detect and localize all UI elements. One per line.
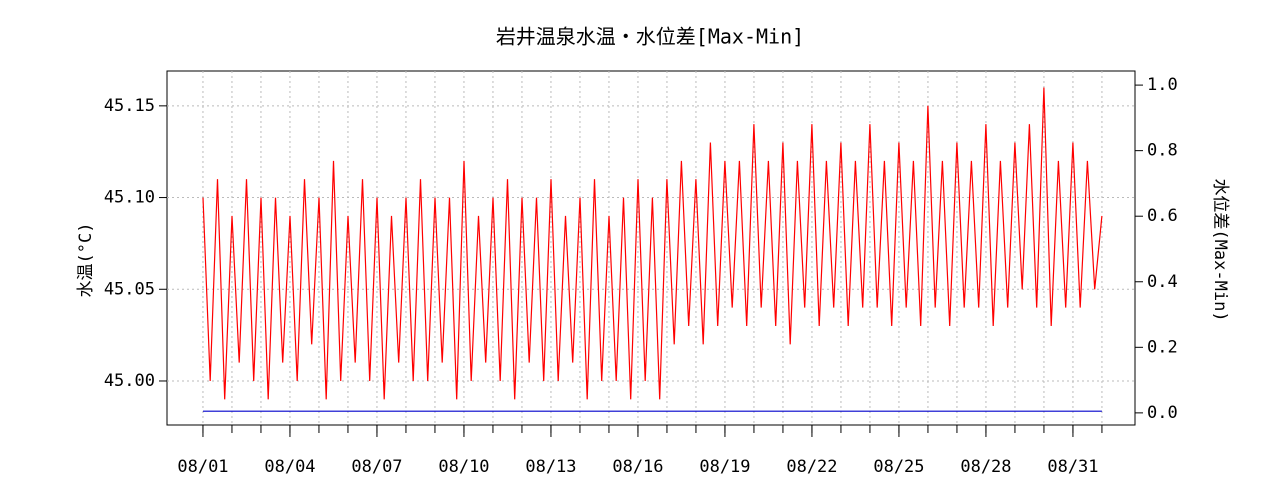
- y2-tick-label: 1.0: [1147, 75, 1178, 95]
- y2-tick-label: 0.0: [1147, 403, 1178, 423]
- x-tick-label: 08/22: [786, 457, 837, 477]
- x-tick-label: 08/01: [177, 457, 228, 477]
- y2-tick-label: 0.2: [1147, 337, 1178, 357]
- x-tick-label: 08/16: [612, 457, 663, 477]
- x-tick-label: 08/13: [525, 457, 576, 477]
- x-tick-label: 08/19: [699, 457, 750, 477]
- y-tick-label: 45.10: [104, 188, 155, 208]
- data-line: [202, 87, 1103, 400]
- y-tick-label: 45.05: [104, 279, 155, 299]
- y2-tick-label: 0.8: [1147, 141, 1178, 161]
- x-tick-label: 08/25: [873, 457, 924, 477]
- chart-title: 岩井温泉水温・水位差[Max-Min]: [496, 25, 804, 49]
- x-tick-label: 08/28: [960, 457, 1011, 477]
- y-tick-label: 45.00: [104, 371, 155, 391]
- y2-axis-label: 水位差(Max-Min): [1210, 178, 1230, 321]
- x-tick-label: 08/04: [264, 457, 315, 477]
- y2-tick-label: 0.4: [1147, 272, 1178, 292]
- x-tick-label: 08/31: [1047, 457, 1098, 477]
- y2-tick-label: 0.6: [1147, 206, 1178, 226]
- plot-frame: [166, 70, 1136, 426]
- x-tick-label: 08/07: [351, 457, 402, 477]
- x-tick-label: 08/10: [438, 457, 489, 477]
- y-tick-label: 45.15: [104, 96, 155, 116]
- y-axis-label: 水温(°C): [76, 223, 96, 298]
